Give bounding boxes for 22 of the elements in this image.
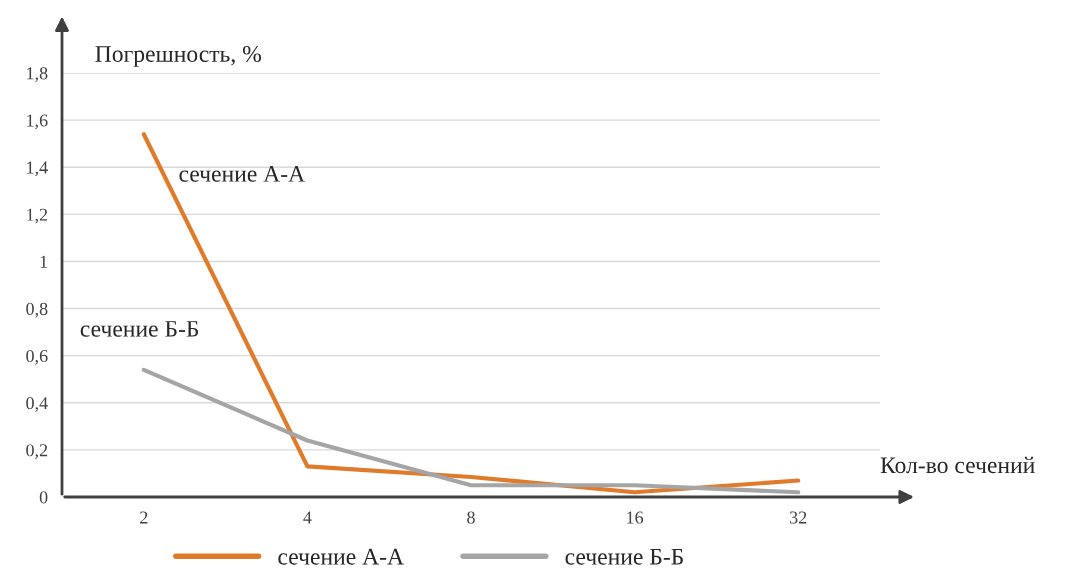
text: сечение А-А (179, 166, 305, 182)
text: сечение Б-Б (80, 321, 199, 337)
y-axis-title: Погрешность, % (95, 46, 261, 67)
x-tick-label: 8 (467, 511, 475, 524)
y-tick-label: 0,6 (26, 349, 48, 365)
y-tick-label: 1,4 (27, 161, 48, 177)
x-tick-label: 32 (790, 511, 807, 524)
y-tick-label: 1 (40, 255, 48, 268)
y-tick-label: 1,8 (27, 67, 48, 83)
x-tick-label: 16 (627, 511, 644, 524)
y-tick-label: 0 (39, 491, 48, 504)
legend-label: сечение Б-Б (565, 549, 683, 565)
y-tick-label: 0,8 (26, 302, 48, 318)
y-tick-label: 0,2 (26, 444, 48, 459)
line-series (141, 367, 801, 495)
x-tick-label: 4 (303, 511, 312, 524)
y-tick-label: 1,2 (27, 208, 48, 224)
x-axis-title: Кол-во сечений (880, 456, 1035, 474)
x-tick-label: 2 (140, 511, 148, 524)
y-tick-label: 0,4 (26, 397, 48, 412)
legend-label: сечение А-А (278, 548, 404, 565)
y-tick-label: 1,6 (27, 114, 48, 130)
